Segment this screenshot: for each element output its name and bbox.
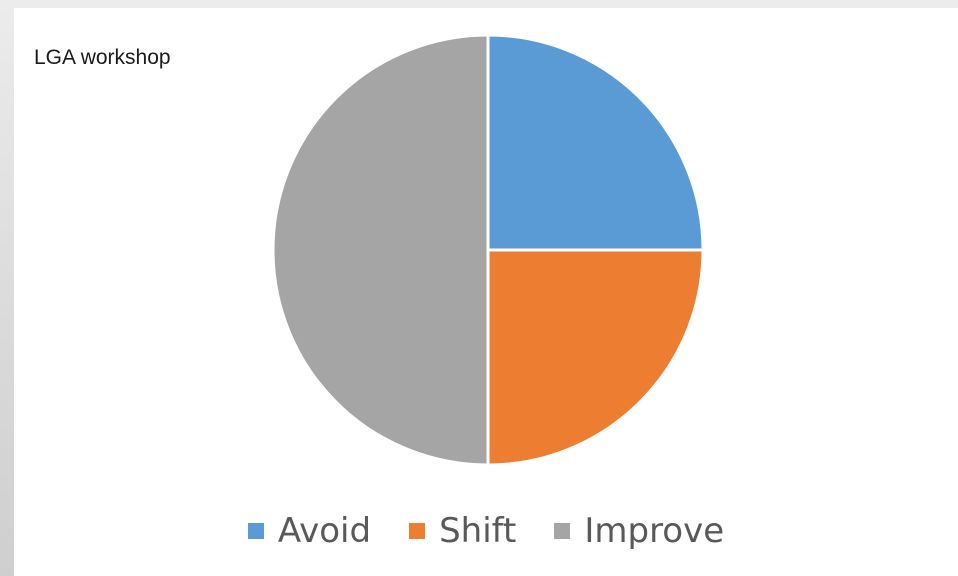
pie-slice-avoid (486, 33, 705, 252)
legend-item-avoid: Avoid (247, 511, 372, 551)
legend-label-avoid: Avoid (277, 511, 372, 551)
legend-item-improve: Improve (554, 511, 724, 551)
chart-area: LGA workshop Avoid Shift Improve (14, 8, 958, 576)
pie-slice-shift (486, 248, 705, 467)
legend: Avoid Shift Improve (14, 508, 958, 554)
pie-chart (271, 33, 705, 467)
legend-label-improve: Improve (584, 511, 725, 551)
chart-title: LGA workshop (34, 46, 171, 69)
legend-label-shift: Shift (439, 511, 517, 551)
legend-swatch-shift (409, 523, 426, 539)
pie-slice-improve (271, 33, 490, 467)
legend-swatch-avoid (247, 523, 264, 539)
legend-item-shift: Shift (409, 511, 516, 551)
legend-swatch-improve (554, 523, 571, 539)
